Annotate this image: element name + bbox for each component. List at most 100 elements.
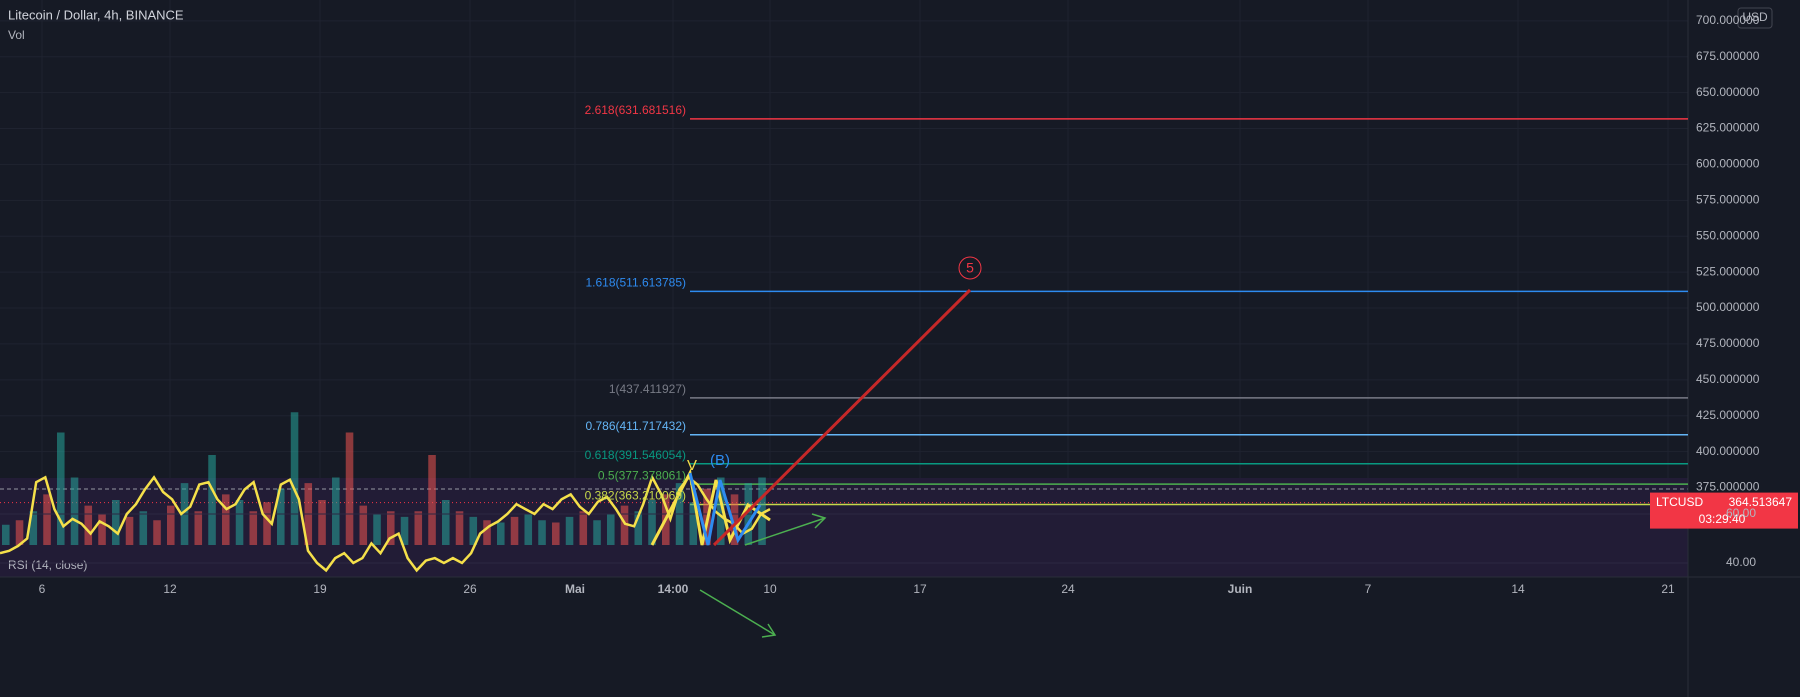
wave-label: 5 <box>966 260 974 276</box>
volume-bar <box>730 494 739 545</box>
volume-bar <box>483 520 491 545</box>
volume-bar <box>249 511 258 545</box>
volume-bar <box>442 500 450 545</box>
y-tick-label: 400.000000 <box>1696 444 1760 458</box>
x-tick-label: 26 <box>463 582 477 596</box>
volume-bar <box>208 455 216 545</box>
volume-bar <box>70 477 79 545</box>
volume-bar <box>125 516 134 545</box>
volume-bar <box>290 412 299 545</box>
projection-line <box>712 288 972 547</box>
last-price-value: 364.513647 <box>1729 495 1793 509</box>
volume-bar <box>593 520 601 545</box>
volume-bar <box>2 524 10 545</box>
volume-bar <box>318 500 326 545</box>
y-tick-label: 375.000000 <box>1696 480 1760 494</box>
volume-bar <box>29 511 38 545</box>
y-tick-label: 700.000000 <box>1696 13 1760 27</box>
volume-bar <box>167 505 175 545</box>
volume-label: Vol <box>8 28 25 42</box>
volume-bar <box>263 502 271 545</box>
volume-bar <box>277 488 285 545</box>
volume-bar <box>510 516 519 545</box>
chart-title: Litecoin / Dollar, 4h, BINANCE <box>8 7 184 22</box>
fib-label: 0.382(363.210069) <box>585 489 686 503</box>
x-tick-label: Mai <box>565 582 585 596</box>
currency-badge[interactable] <box>1737 7 1773 29</box>
x-tick-label: 24 <box>1061 582 1075 596</box>
volume-bar <box>153 520 161 545</box>
x-tick-label: 10 <box>763 582 777 596</box>
volume-bar <box>98 513 106 545</box>
volume-bar <box>373 513 381 545</box>
volume-bar <box>648 500 656 545</box>
fib-label: 0.618(391.546054) <box>585 448 686 462</box>
wave-label: (B) <box>710 452 730 469</box>
fib-label: 2.618(631.681516) <box>585 103 686 117</box>
volume-bar <box>400 516 409 545</box>
x-tick-label: 14:00 <box>658 582 689 596</box>
x-tick-label: 19 <box>313 582 327 596</box>
trend-arrow <box>744 517 826 546</box>
wave-marker <box>958 256 982 280</box>
y-tick-label: 425.000000 <box>1696 408 1760 422</box>
trend-arrow <box>699 589 776 636</box>
volume-bar <box>607 513 615 545</box>
volume-bar <box>538 520 546 545</box>
y-tick-label: 650.000000 <box>1696 85 1760 99</box>
y-tick-label: 40.00 <box>1726 555 1756 569</box>
fib-label: 0.5(377.378061) <box>598 468 686 482</box>
y-tick-label: 675.000000 <box>1696 49 1760 63</box>
y-tick-label: 525.000000 <box>1696 264 1760 278</box>
fib-label: 0.786(411.717432) <box>585 419 686 433</box>
y-tick-label: 475.000000 <box>1696 336 1760 350</box>
volume-bar <box>565 516 574 545</box>
y-tick-label: 600.000000 <box>1696 157 1760 171</box>
volume-bar <box>428 455 436 545</box>
volume-bar <box>139 511 148 545</box>
volume-bar <box>235 500 244 545</box>
countdown: 03:29:40 <box>1699 512 1746 526</box>
y-tick-label: 60.00 <box>1726 506 1756 520</box>
x-tick-label: 6 <box>39 582 46 596</box>
arrow-head <box>761 623 777 638</box>
currency[interactable]: USD <box>1742 10 1768 24</box>
x-tick-label: 17 <box>913 582 927 596</box>
y-tick-label: 625.000000 <box>1696 121 1760 135</box>
volume-bar <box>345 432 354 545</box>
volume-bar <box>579 511 588 545</box>
volume-bar <box>634 511 643 545</box>
volume-bar <box>497 522 505 545</box>
x-tick-label: 14 <box>1511 582 1525 596</box>
volume-bar <box>15 520 24 545</box>
volume-bar <box>222 494 230 545</box>
x-tick-label: 12 <box>163 582 177 596</box>
volume-bar <box>552 522 560 545</box>
x-tick-label: Juin <box>1228 582 1253 596</box>
x-tick-label: 7 <box>1365 582 1372 596</box>
volume-bar <box>758 477 766 545</box>
volume-bar <box>84 505 93 545</box>
volume-bar <box>717 477 725 545</box>
arrow-head <box>811 513 827 529</box>
volume-bar <box>524 513 533 545</box>
volume-bar <box>359 505 368 545</box>
y-tick-label: 450.000000 <box>1696 372 1760 386</box>
wave-label: V <box>687 457 697 474</box>
last-price-symbol: LTCUSD <box>1656 495 1703 509</box>
fib-label: 1.618(511.613785) <box>585 276 686 290</box>
volume-bar <box>414 511 423 545</box>
volume-bar <box>43 494 51 545</box>
last-price-badge <box>1650 492 1798 529</box>
volume-bar <box>620 505 629 545</box>
volume-bar <box>387 511 395 545</box>
volume-bar <box>112 500 120 545</box>
y-tick-label: 550.000000 <box>1696 228 1760 242</box>
volume-bar <box>689 502 698 545</box>
volume-bar <box>332 477 340 545</box>
y-tick-label: 500.000000 <box>1696 300 1760 314</box>
volume-bar <box>57 432 65 545</box>
